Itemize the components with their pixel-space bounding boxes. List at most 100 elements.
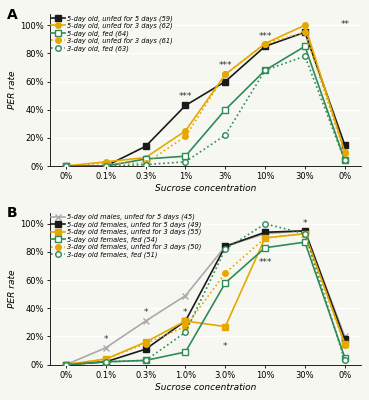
3-day old females, fed (51) — [303, 231, 307, 236]
3-day old, fed (63) — [104, 164, 108, 168]
Line: 5-day old, unfed for 3 days (62): 5-day old, unfed for 3 days (62) — [63, 22, 348, 169]
3-day old, unfed for 3 days (61) — [223, 72, 228, 77]
5-day old males, unfed for 5 days (45) — [223, 244, 228, 249]
5-day old, unfed for 3 days (62) — [104, 160, 108, 164]
3-day old females, fed (51) — [263, 222, 267, 226]
Line: 3-day old, fed (63): 3-day old, fed (63) — [63, 54, 348, 169]
Line: 5-day old, unfed for 5 days (59): 5-day old, unfed for 5 days (59) — [63, 30, 348, 169]
Line: 5-day old females, unfed for 5 days (49): 5-day old females, unfed for 5 days (49) — [63, 228, 348, 368]
Legend: 5-day old, unfed for 5 days (59), 5-day old, unfed for 3 days (62), 5-day old, f: 5-day old, unfed for 5 days (59), 5-day … — [51, 15, 173, 52]
X-axis label: Sucrose concentration: Sucrose concentration — [155, 184, 256, 193]
Y-axis label: PER rate: PER rate — [8, 269, 17, 308]
3-day old females, unfed for 3 days (50) — [144, 341, 148, 346]
5-day old, unfed for 3 days (62) — [263, 41, 267, 46]
3-day old females, unfed for 3 days (50) — [263, 236, 267, 240]
5-day old, fed (64) — [104, 164, 108, 168]
5-day old females, unfed for 5 days (49) — [183, 318, 188, 323]
5-day old males, unfed for 5 days (45) — [303, 228, 307, 233]
3-day old females, fed (51) — [64, 362, 68, 367]
Text: *: * — [223, 342, 228, 350]
3-day old females, unfed for 3 days (50) — [342, 342, 347, 347]
3-day old females, unfed for 3 days (50) — [223, 271, 228, 276]
5-day old, unfed for 5 days (59) — [64, 164, 68, 168]
5-day old females, fed (54) — [64, 362, 68, 367]
Text: ***: *** — [258, 258, 272, 268]
3-day old, fed (63) — [342, 158, 347, 163]
5-day old, unfed for 3 days (62) — [144, 155, 148, 160]
3-day old females, unfed for 3 days (50) — [64, 362, 68, 367]
3-day old, fed (63) — [223, 133, 228, 138]
3-day old, unfed for 3 days (61) — [183, 134, 188, 139]
3-day old females, fed (51) — [342, 358, 347, 363]
5-day old females, fed (54) — [263, 245, 267, 250]
3-day old, unfed for 3 days (61) — [342, 151, 347, 156]
5-day old females, unfed for 3 days (55) — [223, 324, 228, 329]
5-day old, unfed for 3 days (62) — [183, 128, 188, 133]
5-day old males, unfed for 5 days (45) — [183, 293, 188, 298]
Text: *: * — [144, 308, 148, 317]
5-day old females, unfed for 3 days (55) — [104, 357, 108, 362]
5-day old males, unfed for 5 days (45) — [104, 345, 108, 350]
5-day old, unfed for 5 days (59) — [303, 30, 307, 35]
5-day old females, fed (54) — [303, 240, 307, 244]
3-day old, fed (63) — [263, 68, 267, 73]
5-day old females, unfed for 3 days (55) — [144, 340, 148, 344]
Text: *: * — [303, 219, 307, 228]
Text: B: B — [7, 206, 17, 220]
3-day old, fed (63) — [144, 162, 148, 167]
Line: 3-day old, unfed for 3 days (61): 3-day old, unfed for 3 days (61) — [63, 30, 348, 169]
5-day old females, unfed for 3 days (55) — [303, 231, 307, 236]
3-day old, fed (63) — [303, 54, 307, 58]
3-day old, unfed for 3 days (61) — [263, 41, 267, 46]
5-day old males, unfed for 5 days (45) — [263, 231, 267, 236]
3-day old, unfed for 3 days (61) — [64, 164, 68, 168]
X-axis label: Sucrose concentration: Sucrose concentration — [155, 383, 256, 392]
5-day old, unfed for 5 days (59) — [223, 79, 228, 84]
5-day old females, unfed for 5 days (49) — [223, 244, 228, 249]
5-day old females, fed (54) — [223, 280, 228, 285]
3-day old, fed (63) — [64, 164, 68, 168]
5-day old females, unfed for 3 days (55) — [342, 341, 347, 346]
5-day old females, unfed for 3 days (55) — [263, 236, 267, 240]
5-day old, unfed for 5 days (59) — [183, 103, 188, 108]
Text: *: * — [183, 308, 188, 317]
Line: 5-day old females, fed (54): 5-day old females, fed (54) — [63, 239, 348, 368]
3-day old females, unfed for 3 days (50) — [104, 357, 108, 362]
5-day old females, unfed for 5 days (49) — [342, 337, 347, 342]
Text: **: ** — [340, 20, 349, 30]
5-day old, unfed for 5 days (59) — [104, 164, 108, 168]
Line: 3-day old females, fed (51): 3-day old females, fed (51) — [63, 221, 348, 368]
3-day old females, fed (51) — [223, 247, 228, 252]
5-day old females, unfed for 3 days (55) — [183, 318, 188, 323]
5-day old, fed (64) — [64, 164, 68, 168]
5-day old, unfed for 5 days (59) — [144, 144, 148, 149]
5-day old females, unfed for 5 days (49) — [263, 230, 267, 235]
Text: *: * — [104, 334, 108, 344]
5-day old, unfed for 5 days (59) — [263, 44, 267, 49]
Text: ***: *** — [218, 61, 232, 70]
5-day old females, fed (54) — [104, 360, 108, 364]
5-day old females, unfed for 5 days (49) — [303, 228, 307, 233]
5-day old, unfed for 5 days (59) — [342, 142, 347, 147]
5-day old, unfed for 3 days (62) — [342, 150, 347, 154]
Legend: 5-day old males, unfed for 5 days (45), 5-day old females, unfed for 5 days (49): 5-day old males, unfed for 5 days (45), … — [51, 214, 201, 258]
3-day old, fed (63) — [183, 160, 188, 164]
Line: 3-day old females, unfed for 3 days (50): 3-day old females, unfed for 3 days (50) — [63, 231, 348, 368]
3-day old, unfed for 3 days (61) — [104, 161, 108, 166]
5-day old males, unfed for 5 days (45) — [144, 318, 148, 323]
Text: ***: *** — [258, 32, 272, 41]
5-day old males, unfed for 5 days (45) — [64, 362, 68, 367]
5-day old females, fed (54) — [144, 358, 148, 363]
5-day old males, unfed for 5 days (45) — [342, 334, 347, 339]
5-day old, unfed for 3 days (62) — [223, 72, 228, 77]
Y-axis label: PER rate: PER rate — [8, 71, 17, 109]
Line: 5-day old, fed (64): 5-day old, fed (64) — [63, 44, 348, 169]
3-day old females, fed (51) — [183, 330, 188, 335]
5-day old, fed (64) — [303, 44, 307, 49]
5-day old females, fed (54) — [183, 350, 188, 354]
Text: ***: *** — [179, 92, 192, 101]
5-day old females, unfed for 5 days (49) — [144, 347, 148, 352]
Line: 5-day old males, unfed for 5 days (45): 5-day old males, unfed for 5 days (45) — [63, 227, 348, 368]
5-day old, unfed for 3 days (62) — [303, 23, 307, 28]
5-day old, fed (64) — [183, 154, 188, 158]
